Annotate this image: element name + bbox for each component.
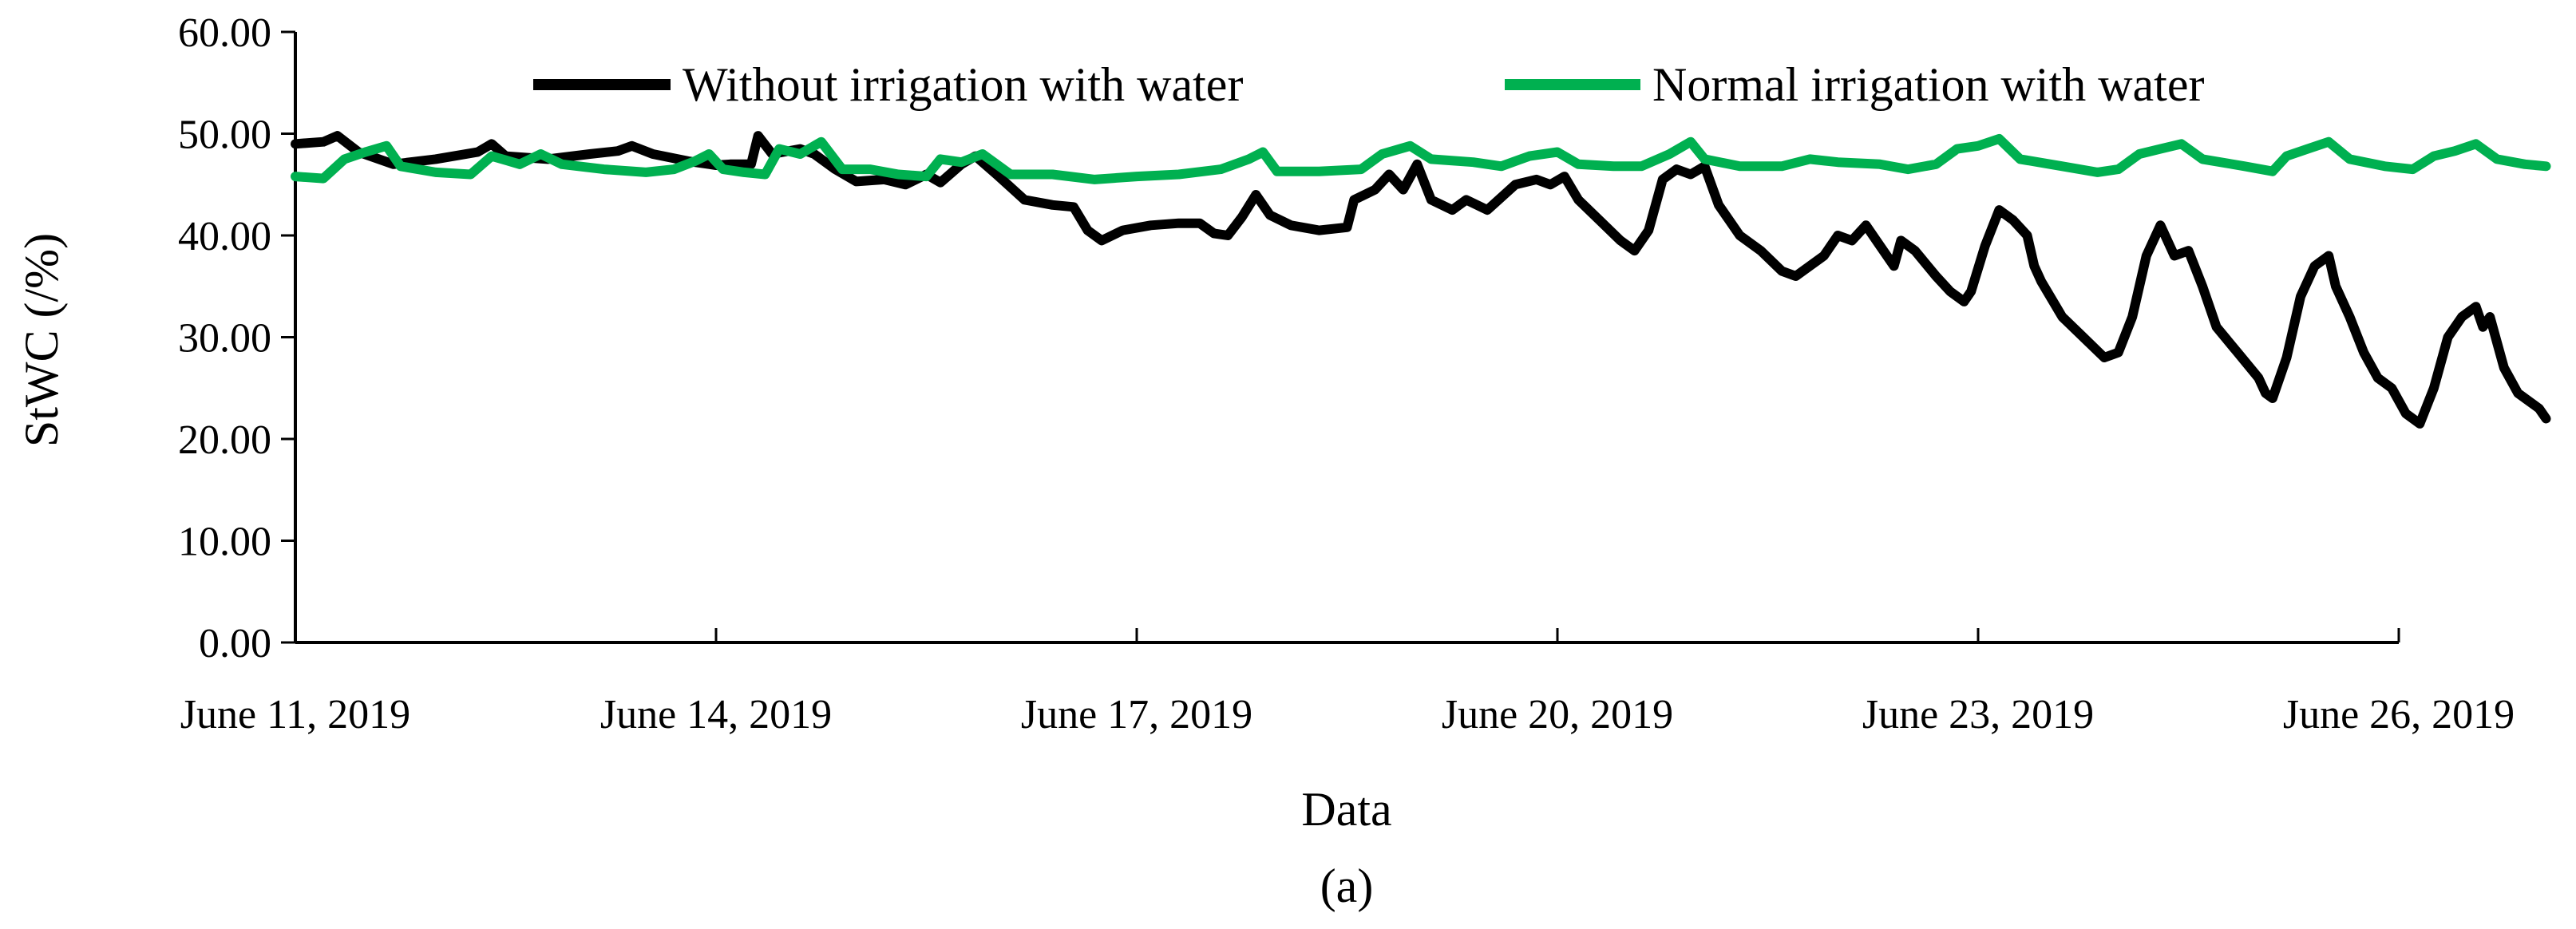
figure-caption: (a) [1320, 860, 1374, 912]
y-tick-label: 20.00 [178, 417, 271, 463]
y-tick-label: 50.00 [178, 113, 271, 158]
x-tick-label: June 23, 2019 [1862, 692, 2094, 737]
y-tick-label: 0.00 [199, 621, 271, 666]
legend-label-normal-irrigation: Normal irrigation with water [1652, 58, 2204, 111]
legend: Without irrigation with water Normal irr… [533, 58, 2204, 111]
x-axis-ticks: June 11, 2019 June 14, 2019 June 17, 2019 J… [180, 628, 2515, 737]
x-axis-title: Data [1301, 783, 1391, 836]
x-tick-label: June 20, 2019 [1442, 692, 1673, 737]
y-tick-label: 10.00 [178, 520, 271, 565]
y-axis-ticks: 0.00 10.00 20.00 30.00 40.00 50.00 60.00 [178, 10, 295, 666]
x-tick-label: June 26, 2019 [2283, 692, 2515, 737]
y-tick-label: 30.00 [178, 316, 271, 362]
series-lines [291, 131, 2551, 429]
y-tick-label: 60.00 [178, 10, 271, 56]
series-line-1 [291, 133, 2551, 184]
y-axis-title: StWC (/%) [15, 233, 68, 447]
x-tick-label: June 14, 2019 [600, 692, 832, 737]
x-tick-label: June 17, 2019 [1021, 692, 1252, 737]
series-line-0 [291, 131, 2551, 429]
plot-area: 0.00 10.00 20.00 30.00 40.00 50.00 60.00 June … [178, 10, 2551, 737]
y-tick-label: 40.00 [178, 214, 271, 259]
x-tick-label: June 11, 2019 [180, 692, 410, 737]
legend-label-without-irrigation: Without irrigation with water [683, 58, 1243, 111]
